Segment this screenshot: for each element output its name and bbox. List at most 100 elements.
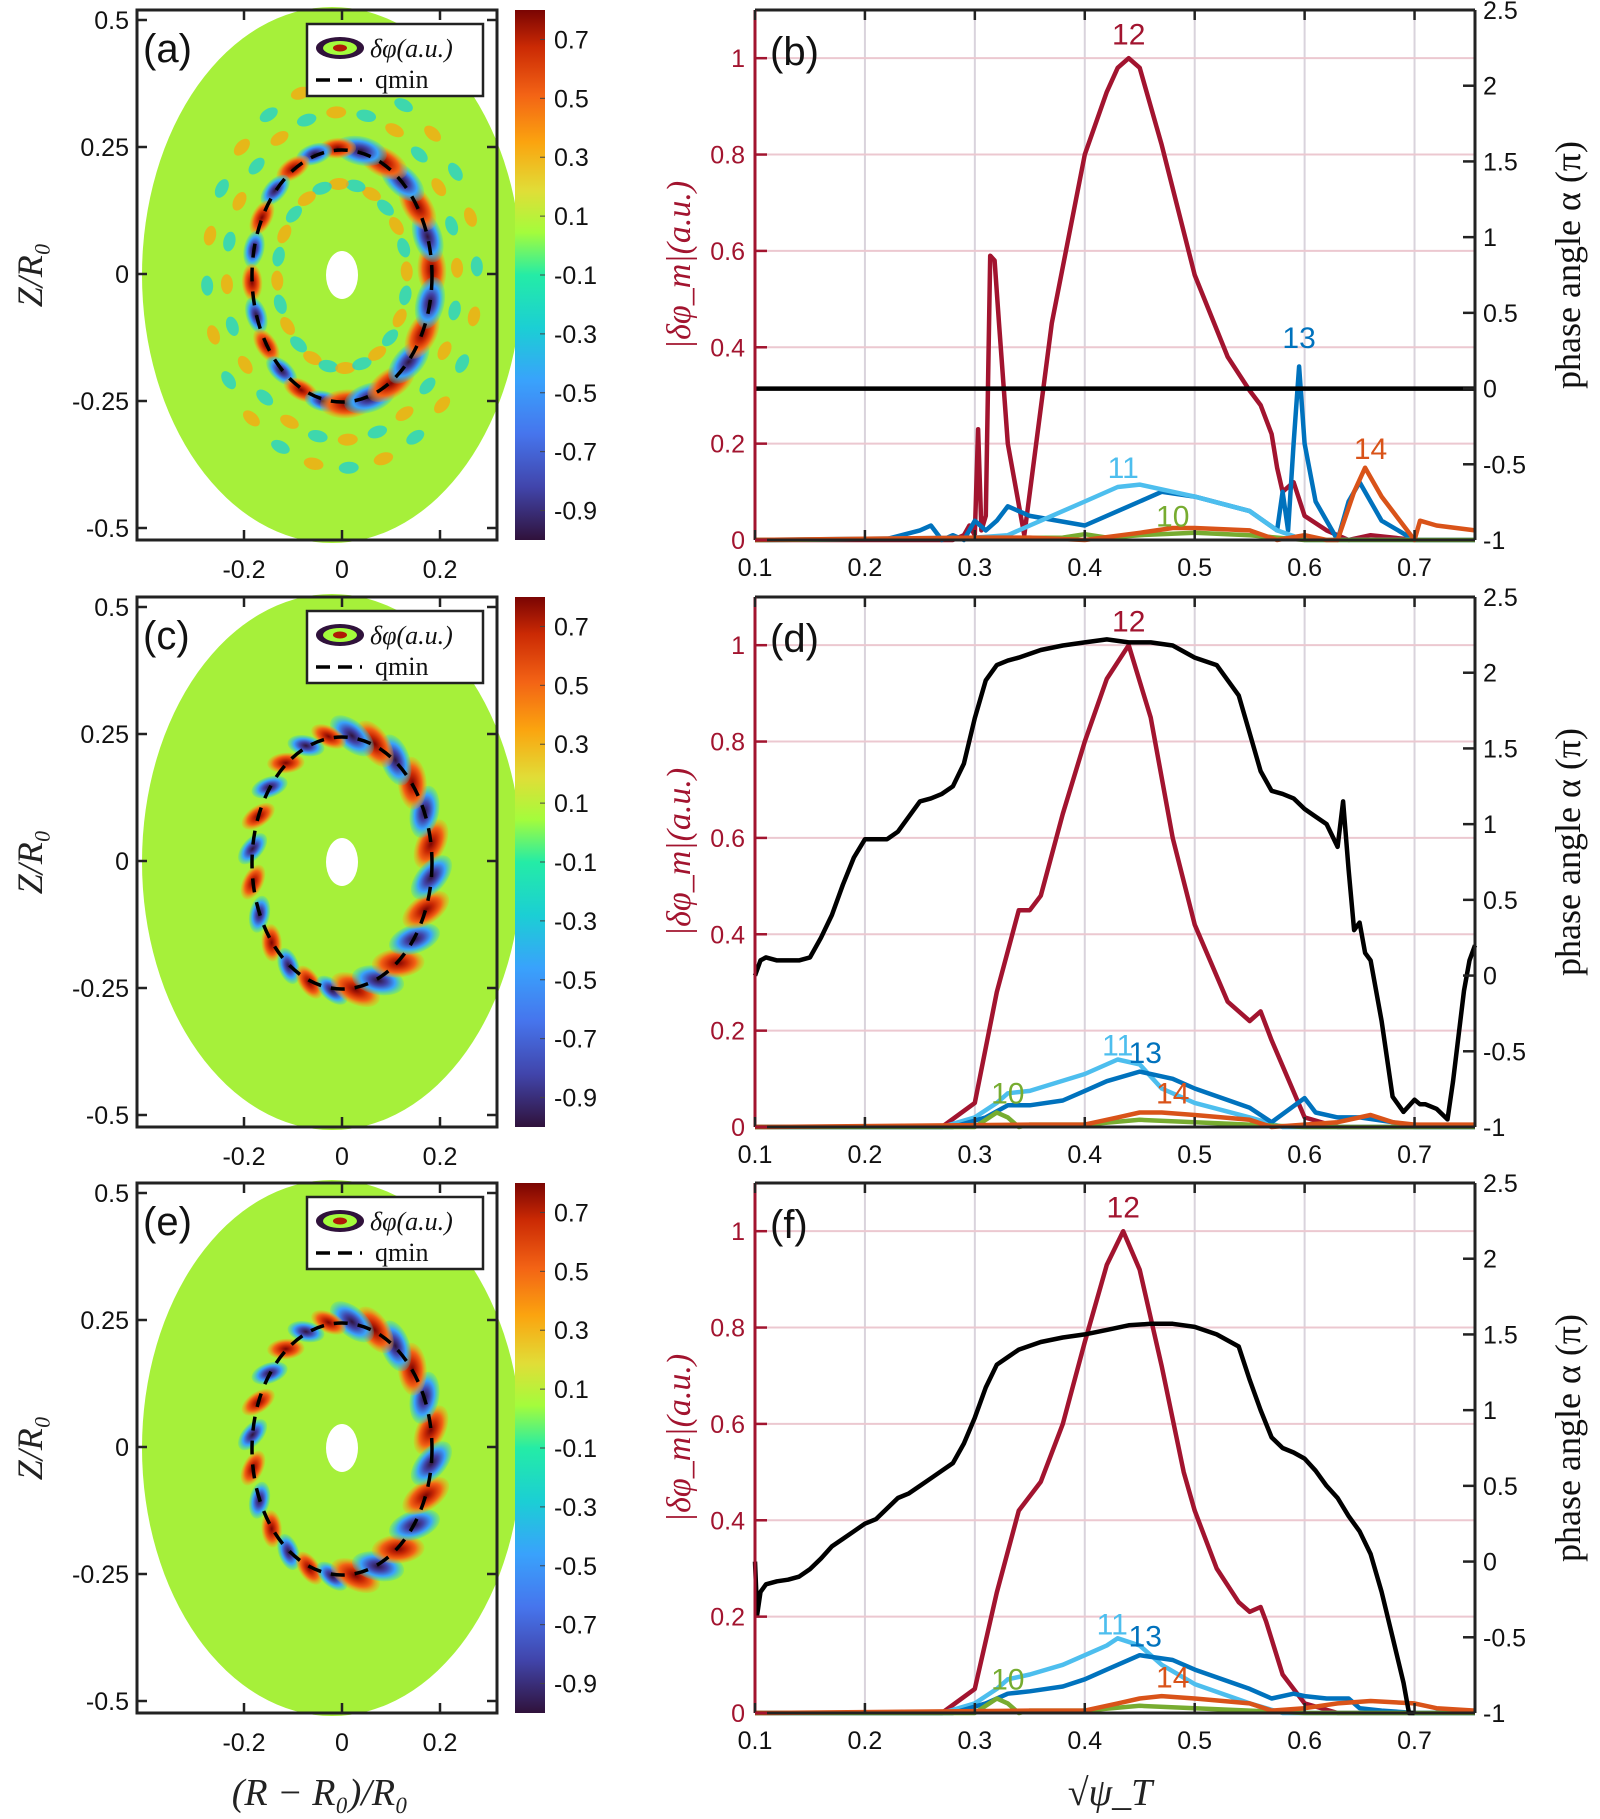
secondary-lobe: [424, 125, 442, 142]
legend-qmin-label: qmin: [375, 652, 428, 681]
panel-label: (d): [770, 617, 819, 661]
colorbar-tick-label: 0.5: [554, 672, 589, 700]
panel-e: 0.5 0.25 0 -0.25 -0.5 -0.2 0 0.2 (e) δφ(a.u.)qmin…: [10, 1180, 597, 1757]
x-tick-label: 0.5: [1177, 1727, 1212, 1755]
secondary-lobe: [352, 357, 372, 371]
secondary-lobe: [296, 113, 317, 127]
y-tick-label-right: 1.5: [1483, 148, 1518, 176]
panel-c: 0.5 0.25 0 -0.25 -0.5 -0.2 0 0.2 (c) δφ(a.u.)qmin…: [10, 594, 597, 1171]
x-tick-label: 0.5: [1177, 1141, 1212, 1169]
y-tick-label-right: -1: [1483, 527, 1505, 555]
secondary-lobe: [395, 406, 414, 422]
secondary-lobe: [362, 186, 381, 202]
colorbar-tick-label: 0.7: [554, 1199, 589, 1227]
y-tick-label-right: 1: [1483, 1397, 1497, 1425]
secondary-lobe: [237, 355, 253, 374]
y-tick-label: 0.5: [94, 7, 129, 35]
y-tick-label: 0: [115, 261, 129, 289]
negative-lobe: [410, 1441, 452, 1486]
colorbar-tick-label: -0.1: [554, 1435, 597, 1463]
y-tick-label: 0.25: [80, 1307, 129, 1335]
secondary-lobe: [399, 285, 412, 306]
qmin-surface: [250, 148, 434, 404]
y-axis-label-right: phase angle α (π): [1548, 141, 1588, 389]
y-tick-label-right: 1: [1483, 811, 1497, 839]
y-tick-label-left: 0: [731, 1700, 745, 1728]
mode-structure: [238, 1301, 452, 1594]
secondary-lobe: [385, 123, 404, 138]
y-axis-label-left: |δφ_m|(a.u.): [661, 1354, 698, 1523]
mode-line-m13: [755, 1652, 1475, 1716]
secondary-lobe: [392, 308, 407, 328]
secondary-lobe: [397, 238, 411, 258]
mode-label-m13: 13: [1129, 1037, 1162, 1070]
secondary-lobe: [290, 336, 307, 353]
secondary-lobe: [356, 109, 377, 123]
x-tick-label: 0.5: [1177, 554, 1212, 582]
panel-label: (b): [770, 30, 819, 74]
y-axis-label: Z/R₀: [10, 243, 50, 308]
positive-lobe: [267, 1338, 305, 1360]
colorbar-tick-label: 0.3: [554, 1317, 589, 1345]
legend-box: [305, 1195, 485, 1271]
x-tick-label: 0.2: [848, 1727, 883, 1755]
y-tick-label: 0.5: [94, 1180, 129, 1208]
secondary-lobe: [312, 181, 332, 195]
secondary-lobe: [338, 461, 359, 474]
secondary-lobe: [451, 257, 464, 278]
contour-legend-icon-core: [333, 631, 347, 639]
colorbar-tick-label: 0.3: [554, 731, 589, 759]
legend-contour-label: δφ(a.u.): [370, 621, 453, 650]
colorbar-tick-label: 0.1: [554, 1376, 589, 1404]
y-tick-label-left: 0.2: [710, 1018, 745, 1046]
secondary-lobe: [464, 207, 477, 227]
colorbar-tick-label: 0.5: [554, 1258, 589, 1286]
colorbar-tick-label: -0.3: [554, 321, 597, 349]
x-tick-label: 0.6: [1287, 1141, 1322, 1169]
mode-line-m14: [754, 1693, 1476, 1716]
x-tick-label: 0.4: [1067, 1141, 1102, 1169]
contour-legend-icon-core: [333, 44, 347, 52]
negative-lobe: [238, 833, 268, 865]
y-axis-label-right: phase angle α (π): [1548, 1314, 1588, 1562]
secondary-lobe: [201, 275, 214, 296]
colorbar-tick-label: -0.9: [554, 1671, 597, 1699]
colorbar-tick-label: -0.1: [554, 849, 597, 877]
secondary-lobe: [367, 425, 388, 439]
colorbar-tick-label: 0.7: [554, 26, 589, 54]
x-tick-label: 0.2: [423, 1143, 458, 1171]
mode-label-m12: 12: [1112, 606, 1145, 639]
secondary-lobe: [377, 199, 394, 216]
secondary-lobe: [335, 362, 356, 375]
negative-lobe: [316, 1561, 348, 1591]
y-tick-label-right: 0.5: [1483, 887, 1518, 915]
secondary-lobe: [207, 325, 220, 345]
negative-lobe: [330, 1301, 375, 1343]
y-tick-label-left: 1: [731, 1218, 745, 1246]
negative-lobe: [330, 715, 375, 757]
mode-line-m12: [755, 642, 1475, 1130]
y-tick-label-left: 0.4: [710, 1507, 745, 1535]
positive-lobe: [249, 200, 275, 235]
positive-lobe: [402, 890, 450, 929]
x-tick-label: 0: [335, 1143, 349, 1171]
y-axis-label-right: phase angle α (π): [1548, 728, 1588, 976]
y-tick-label: -0.5: [86, 515, 129, 543]
mode-label-m14: 14: [1354, 433, 1387, 466]
y-axis-label-left: |δφ_m|(a.u.): [661, 768, 698, 937]
secondary-lobe: [270, 130, 289, 146]
colorbar-tick-label: -0.5: [554, 1553, 597, 1581]
legend: δφ(a.u.)qmin: [305, 22, 485, 98]
x-tick-label: 0.7: [1397, 1141, 1432, 1169]
y-tick-label-left: 0.2: [710, 431, 745, 459]
qmin-surface: [250, 1321, 434, 1577]
x-tick-label: 0.2: [848, 1141, 883, 1169]
secondary-lobe: [225, 316, 239, 336]
magnetic-axis-hole: [326, 1424, 358, 1472]
x-tick-label: 0: [335, 1729, 349, 1757]
mode-label-m12: 12: [1107, 1192, 1140, 1225]
x-tick-label: 0.7: [1397, 554, 1432, 582]
secondary-lobe: [214, 179, 229, 198]
magnetic-axis-hole: [326, 838, 358, 886]
